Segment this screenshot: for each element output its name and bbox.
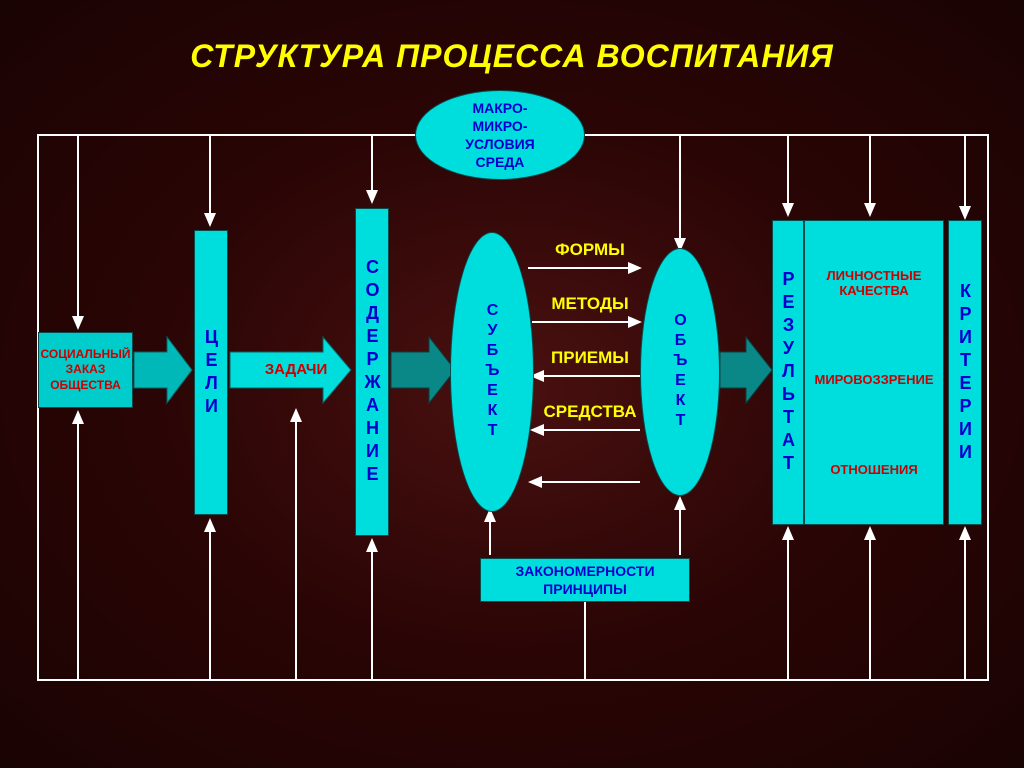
label-methods: МЕТОДЫ bbox=[545, 294, 635, 314]
node-criteria: КРИТЕРИИ bbox=[948, 220, 982, 525]
node-object: ОБЪЕКТ bbox=[640, 248, 720, 496]
node-subject: СУБЪЕКТ bbox=[450, 232, 534, 512]
node-content: СОДЕРЖАНИЕ bbox=[355, 208, 389, 536]
diagram-title: СТРУКТУРА ПРОЦЕССА ВОСПИТАНИЯ bbox=[0, 38, 1024, 75]
output-worldview: МИРОВОЗЗРЕНИЕ bbox=[815, 372, 934, 387]
output-qualities: ЛИЧНОСТНЫЕ КАЧЕСТВА bbox=[827, 268, 922, 298]
node-outputs: ЛИЧНОСТНЫЕ КАЧЕСТВА МИРОВОЗЗРЕНИЕ ОТНОШЕ… bbox=[804, 220, 944, 525]
node-tasks: ЗАДАЧИ bbox=[260, 358, 332, 380]
node-patterns: ЗАКОНОМЕРНОСТИ ПРИНЦИПЫ bbox=[480, 558, 690, 602]
arrow-social-to-goals bbox=[132, 332, 194, 408]
node-goals: ЦЕЛИ bbox=[194, 230, 228, 515]
arrow-object-to-result bbox=[718, 332, 774, 408]
label-techniques: ПРИЕМЫ bbox=[545, 348, 635, 368]
arrow-content-to-subject bbox=[389, 332, 457, 408]
output-relations: ОТНОШЕНИЯ bbox=[830, 462, 917, 477]
label-means: СРЕДСТВА bbox=[535, 402, 645, 422]
label-forms: ФОРМЫ bbox=[545, 240, 635, 260]
node-macro-micro: МАКРО- МИКРО- УСЛОВИЯ СРЕДА bbox=[415, 90, 585, 180]
node-result: РЕЗУЛЬТАТ bbox=[772, 220, 804, 525]
node-social-order: СОЦИАЛЬНЫЙ ЗАКАЗ ОБЩЕСТВА bbox=[38, 332, 133, 408]
